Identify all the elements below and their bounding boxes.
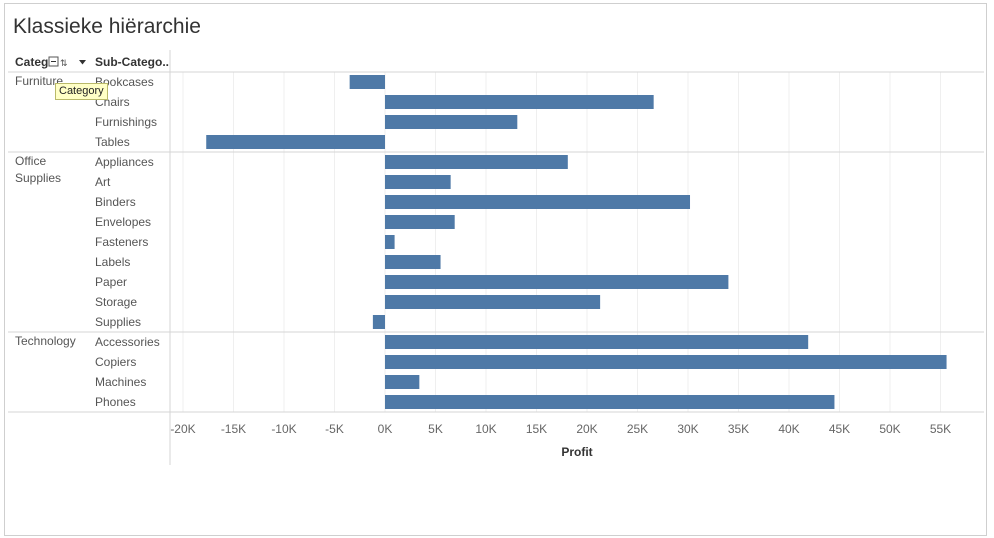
x-tick-label: 40K	[778, 422, 799, 436]
bar[interactable]	[385, 95, 654, 109]
subcategory-label[interactable]: Fasteners	[95, 235, 148, 249]
worksheet-frame	[4, 3, 987, 536]
bar[interactable]	[372, 315, 385, 329]
category-label[interactable]: Furniture	[15, 74, 63, 88]
x-tick-label: -15K	[221, 422, 246, 436]
subcategory-label[interactable]: Furnishings	[95, 115, 157, 129]
subcategory-label[interactable]: Art	[95, 175, 111, 189]
x-tick-label: 15K	[526, 422, 547, 436]
x-tick-label: 35K	[728, 422, 749, 436]
subcategory-label[interactable]: Phones	[95, 395, 136, 409]
subcategory-label[interactable]: Tables	[95, 135, 130, 149]
bar[interactable]	[385, 155, 568, 169]
x-tick-label: 55K	[930, 422, 951, 436]
subcategory-label[interactable]: Machines	[95, 375, 146, 389]
category-label[interactable]: Office	[15, 154, 46, 168]
x-tick-label: -20K	[170, 422, 195, 436]
x-tick-label: 10K	[475, 422, 496, 436]
bar[interactable]	[385, 395, 835, 409]
dropdown-arrow-icon[interactable]	[79, 60, 86, 65]
x-tick-label: 25K	[627, 422, 648, 436]
subcategory-label[interactable]: Labels	[95, 255, 130, 269]
subcategory-label[interactable]: Copiers	[95, 355, 136, 369]
page-title: Klassieke hiërarchie	[13, 15, 201, 38]
bar[interactable]	[349, 75, 385, 89]
x-tick-label: 0K	[378, 422, 393, 436]
category-label[interactable]: Technology	[15, 334, 76, 348]
category-label[interactable]: Supplies	[15, 171, 61, 185]
subcategory-label[interactable]: Bookcases	[95, 75, 154, 89]
subcategory-label[interactable]: Accessories	[95, 335, 160, 349]
subcategory-label[interactable]: Binders	[95, 195, 136, 209]
bar[interactable]	[206, 135, 385, 149]
bar[interactable]	[385, 355, 947, 369]
subcategory-label[interactable]: Appliances	[95, 155, 154, 169]
subcategory-header[interactable]: Sub-Catego..	[95, 55, 169, 69]
x-tick-label: 20K	[576, 422, 597, 436]
x-tick-label: 50K	[879, 422, 900, 436]
bar[interactable]	[385, 375, 420, 389]
x-tick-label: 5K	[428, 422, 443, 436]
x-tick-label: 30K	[677, 422, 698, 436]
x-axis-title: Profit	[561, 445, 592, 459]
subcategory-label[interactable]: Envelopes	[95, 215, 151, 229]
bar[interactable]	[385, 175, 451, 189]
x-tick-label: -10K	[271, 422, 296, 436]
category-tooltip: Category	[55, 83, 108, 100]
bar[interactable]	[385, 335, 809, 349]
bar[interactable]	[385, 275, 729, 289]
subcategory-label[interactable]: Supplies	[95, 315, 141, 329]
sort-icon[interactable]: ⇅	[60, 58, 68, 68]
bar[interactable]	[385, 235, 395, 249]
category-header[interactable]: Categ	[15, 55, 48, 69]
subcategory-label[interactable]: Storage	[95, 295, 137, 309]
bar[interactable]	[385, 115, 518, 129]
bar[interactable]	[385, 255, 441, 269]
bar[interactable]	[385, 195, 691, 209]
bar[interactable]	[385, 295, 601, 309]
x-tick-label: 45K	[829, 422, 850, 436]
bar[interactable]	[385, 215, 455, 229]
x-tick-label: -5K	[325, 422, 344, 436]
subcategory-label[interactable]: Paper	[95, 275, 127, 289]
